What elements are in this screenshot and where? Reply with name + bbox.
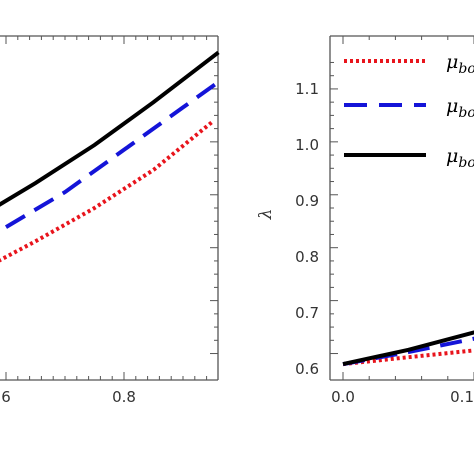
left-x-tick-label-0-6: 6 [1, 388, 11, 406]
right-y-tick-labels: 1.1 1.0 0.9 0.8 0.7 0.6 [295, 80, 319, 378]
left-plot-panel: 6 0.8 [0, 35, 220, 406]
right-y-tick-label-0-7: 0.7 [295, 304, 319, 322]
legend-label-dashed-sub: bo [458, 105, 474, 121]
left-series-dotted-line [0, 120, 214, 263]
right-y-tick-label-0-8: 0.8 [295, 248, 319, 266]
legend: μbo μbo μbo [344, 51, 474, 171]
left-series-dashed-line [4, 80, 220, 229]
right-y-axis-label: λ [256, 209, 276, 221]
right-series-dotted-line [342, 348, 474, 367]
left-series [0, 50, 220, 263]
legend-label-dashed-main: μ [446, 95, 458, 117]
right-x-tick-label-0-1: 0.1 [450, 388, 474, 406]
right-y-tick-label-1-1: 1.1 [295, 80, 319, 98]
legend-label-dotted-main: μ [446, 51, 458, 73]
right-ticks [330, 36, 474, 380]
legend-label-dotted-sub: bo [458, 61, 474, 77]
legend-item-solid: μbo [344, 145, 474, 171]
right-y-tick-label-0-6: 0.6 [295, 360, 319, 378]
legend-label-solid-main: μ [446, 145, 458, 167]
right-x-tick-labels: 0.0 0.1 [331, 388, 474, 406]
legend-label-dashed: μbo [446, 95, 474, 121]
right-y-tick-label-1-0: 1.0 [295, 136, 319, 154]
right-x-tick-label-0-0: 0.0 [331, 388, 355, 406]
left-x-tick-labels: 6 0.8 [1, 388, 136, 406]
legend-label-solid: μbo [446, 145, 474, 171]
legend-label-solid-sub: bo [458, 155, 474, 171]
left-x-tick-label-0-8: 0.8 [112, 388, 136, 406]
left-ticks [5, 36, 218, 380]
left-series-solid-line [0, 50, 220, 207]
right-series-solid-line [342, 330, 474, 367]
legend-label-dotted: μbo [446, 51, 474, 77]
right-series [342, 330, 474, 367]
right-plot-panel: 1.1 1.0 0.9 0.8 0.7 0.6 0.0 0.1 λ μbo μb… [256, 35, 474, 406]
legend-item-dotted: μbo [344, 51, 474, 77]
legend-item-dashed: μbo [344, 95, 474, 121]
right-y-tick-label-0-9: 0.9 [295, 192, 319, 210]
